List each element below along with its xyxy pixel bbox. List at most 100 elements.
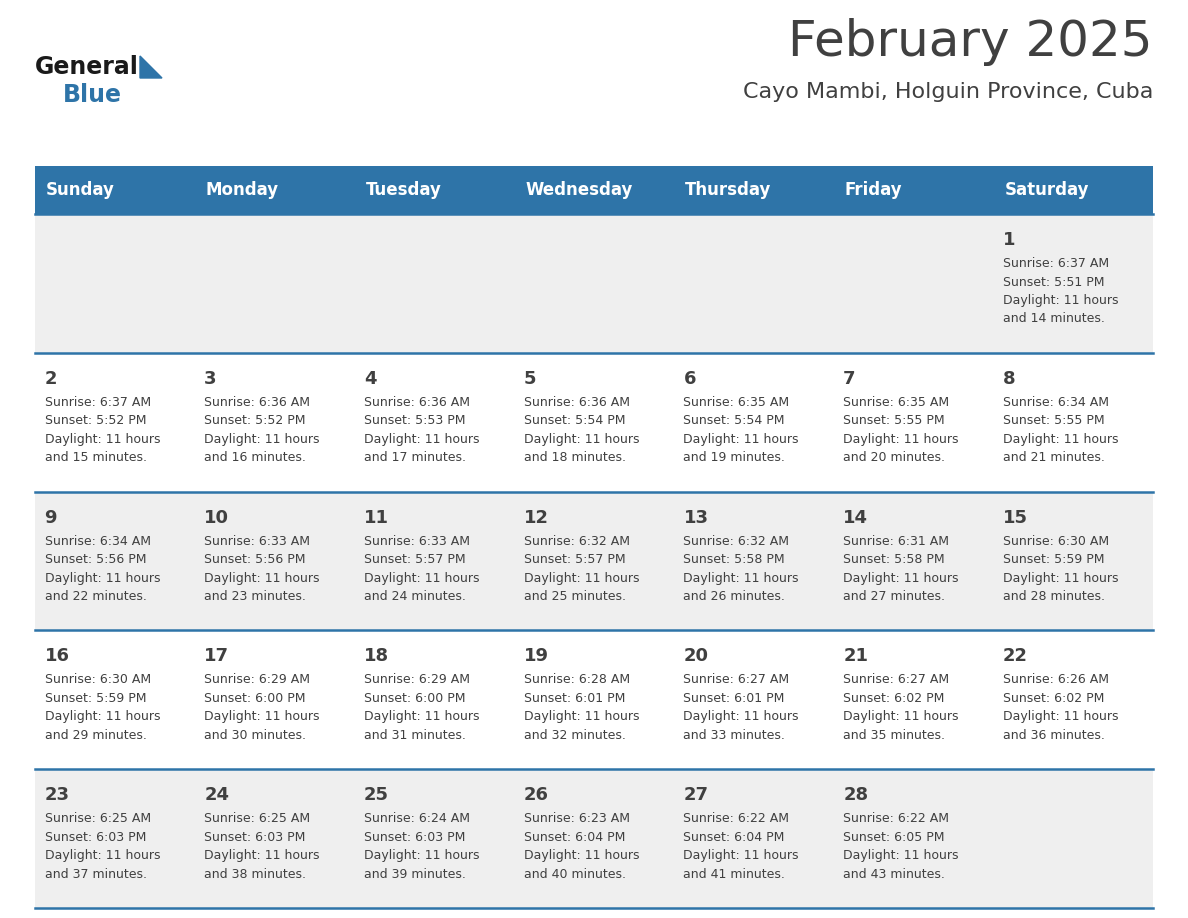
Text: 28: 28 [843,786,868,804]
Bar [354,353,514,492]
Text: 6: 6 [683,370,696,387]
Text: and 19 minutes.: and 19 minutes. [683,452,785,465]
Text: and 20 minutes.: and 20 minutes. [843,452,946,465]
Text: Sunrise: 6:30 AM: Sunrise: 6:30 AM [1003,534,1108,548]
Text: Daylight: 11 hours: Daylight: 11 hours [204,572,320,585]
Text: 22: 22 [1003,647,1028,666]
Text: Sunrise: 6:22 AM: Sunrise: 6:22 AM [683,812,790,825]
Text: Daylight: 11 hours: Daylight: 11 hours [204,711,320,723]
Text: and 37 minutes.: and 37 minutes. [45,868,146,880]
Bar [993,166,1154,214]
Text: 8: 8 [1003,370,1016,387]
Text: and 22 minutes.: and 22 minutes. [45,590,146,603]
Bar [993,769,1154,908]
Text: Sunrise: 6:30 AM: Sunrise: 6:30 AM [45,674,151,687]
Text: 10: 10 [204,509,229,527]
Bar [674,492,834,631]
Text: and 30 minutes.: and 30 minutes. [204,729,307,742]
Text: Friday: Friday [845,181,903,199]
Text: and 29 minutes.: and 29 minutes. [45,729,146,742]
Text: February 2025: February 2025 [789,18,1154,66]
Text: and 21 minutes.: and 21 minutes. [1003,452,1105,465]
Bar [195,492,354,631]
Text: and 17 minutes.: and 17 minutes. [364,452,466,465]
Text: Sunset: 6:01 PM: Sunset: 6:01 PM [524,692,625,705]
Text: Sunrise: 6:36 AM: Sunrise: 6:36 AM [524,396,630,409]
Text: Sunset: 6:02 PM: Sunset: 6:02 PM [843,692,944,705]
Bar [834,214,993,353]
Text: Daylight: 11 hours: Daylight: 11 hours [683,432,800,446]
Text: 11: 11 [364,509,388,527]
Text: Daylight: 11 hours: Daylight: 11 hours [1003,294,1118,307]
Bar [674,166,834,214]
Bar [34,492,195,631]
Bar [993,492,1154,631]
Text: Sunrise: 6:29 AM: Sunrise: 6:29 AM [204,674,310,687]
Bar [195,769,354,908]
Text: 24: 24 [204,786,229,804]
Bar [674,214,834,353]
Text: 3: 3 [204,370,216,387]
Text: 15: 15 [1003,509,1028,527]
Text: 2: 2 [45,370,57,387]
Bar [195,166,354,214]
Text: 25: 25 [364,786,388,804]
Text: Sunset: 5:53 PM: Sunset: 5:53 PM [364,414,466,427]
Text: Sunrise: 6:37 AM: Sunrise: 6:37 AM [1003,257,1108,270]
Text: Sunrise: 6:36 AM: Sunrise: 6:36 AM [364,396,470,409]
Text: Sunrise: 6:34 AM: Sunrise: 6:34 AM [45,534,151,548]
Text: Sunset: 6:04 PM: Sunset: 6:04 PM [683,831,785,844]
Text: and 32 minutes.: and 32 minutes. [524,729,626,742]
Text: and 15 minutes.: and 15 minutes. [45,452,146,465]
Text: and 27 minutes.: and 27 minutes. [843,590,946,603]
Text: Daylight: 11 hours: Daylight: 11 hours [204,432,320,446]
Text: and 41 minutes.: and 41 minutes. [683,868,785,880]
Bar [514,631,674,769]
Bar [354,631,514,769]
Text: Sunrise: 6:31 AM: Sunrise: 6:31 AM [843,534,949,548]
Text: Daylight: 11 hours: Daylight: 11 hours [1003,711,1118,723]
Bar [993,353,1154,492]
Text: 17: 17 [204,647,229,666]
Text: Sunrise: 6:26 AM: Sunrise: 6:26 AM [1003,674,1108,687]
Bar [195,353,354,492]
Text: Sunset: 5:57 PM: Sunset: 5:57 PM [364,554,466,566]
Text: and 43 minutes.: and 43 minutes. [843,868,944,880]
Text: and 28 minutes.: and 28 minutes. [1003,590,1105,603]
Text: Sunrise: 6:35 AM: Sunrise: 6:35 AM [843,396,949,409]
Text: Sunrise: 6:25 AM: Sunrise: 6:25 AM [45,812,151,825]
Text: Sunset: 5:51 PM: Sunset: 5:51 PM [1003,275,1105,288]
Text: Sunset: 5:59 PM: Sunset: 5:59 PM [45,692,146,705]
Polygon shape [140,56,162,78]
Text: 7: 7 [843,370,855,387]
Text: 26: 26 [524,786,549,804]
Text: Daylight: 11 hours: Daylight: 11 hours [45,849,160,862]
Text: Daylight: 11 hours: Daylight: 11 hours [364,849,480,862]
Text: Daylight: 11 hours: Daylight: 11 hours [524,711,639,723]
Text: Sunset: 5:56 PM: Sunset: 5:56 PM [204,554,305,566]
Text: Sunrise: 6:35 AM: Sunrise: 6:35 AM [683,396,790,409]
Text: Sunrise: 6:25 AM: Sunrise: 6:25 AM [204,812,310,825]
Text: Daylight: 11 hours: Daylight: 11 hours [683,572,800,585]
Bar [354,214,514,353]
Text: 23: 23 [45,786,70,804]
Text: Daylight: 11 hours: Daylight: 11 hours [364,711,480,723]
Bar [834,492,993,631]
Text: Sunrise: 6:34 AM: Sunrise: 6:34 AM [1003,396,1108,409]
Text: 13: 13 [683,509,708,527]
Text: 1: 1 [1003,231,1016,249]
Text: Sunset: 6:03 PM: Sunset: 6:03 PM [364,831,466,844]
Text: Cayo Mambi, Holguin Province, Cuba: Cayo Mambi, Holguin Province, Cuba [742,82,1154,102]
Bar [993,214,1154,353]
Text: Sunset: 6:03 PM: Sunset: 6:03 PM [45,831,146,844]
Text: Sunrise: 6:24 AM: Sunrise: 6:24 AM [364,812,470,825]
Text: Sunset: 6:03 PM: Sunset: 6:03 PM [204,831,305,844]
Text: Daylight: 11 hours: Daylight: 11 hours [364,432,480,446]
Text: and 33 minutes.: and 33 minutes. [683,729,785,742]
Text: Daylight: 11 hours: Daylight: 11 hours [843,849,959,862]
Text: Tuesday: Tuesday [366,181,442,199]
Text: 21: 21 [843,647,868,666]
Text: Daylight: 11 hours: Daylight: 11 hours [364,572,480,585]
Text: 18: 18 [364,647,390,666]
Bar [195,631,354,769]
